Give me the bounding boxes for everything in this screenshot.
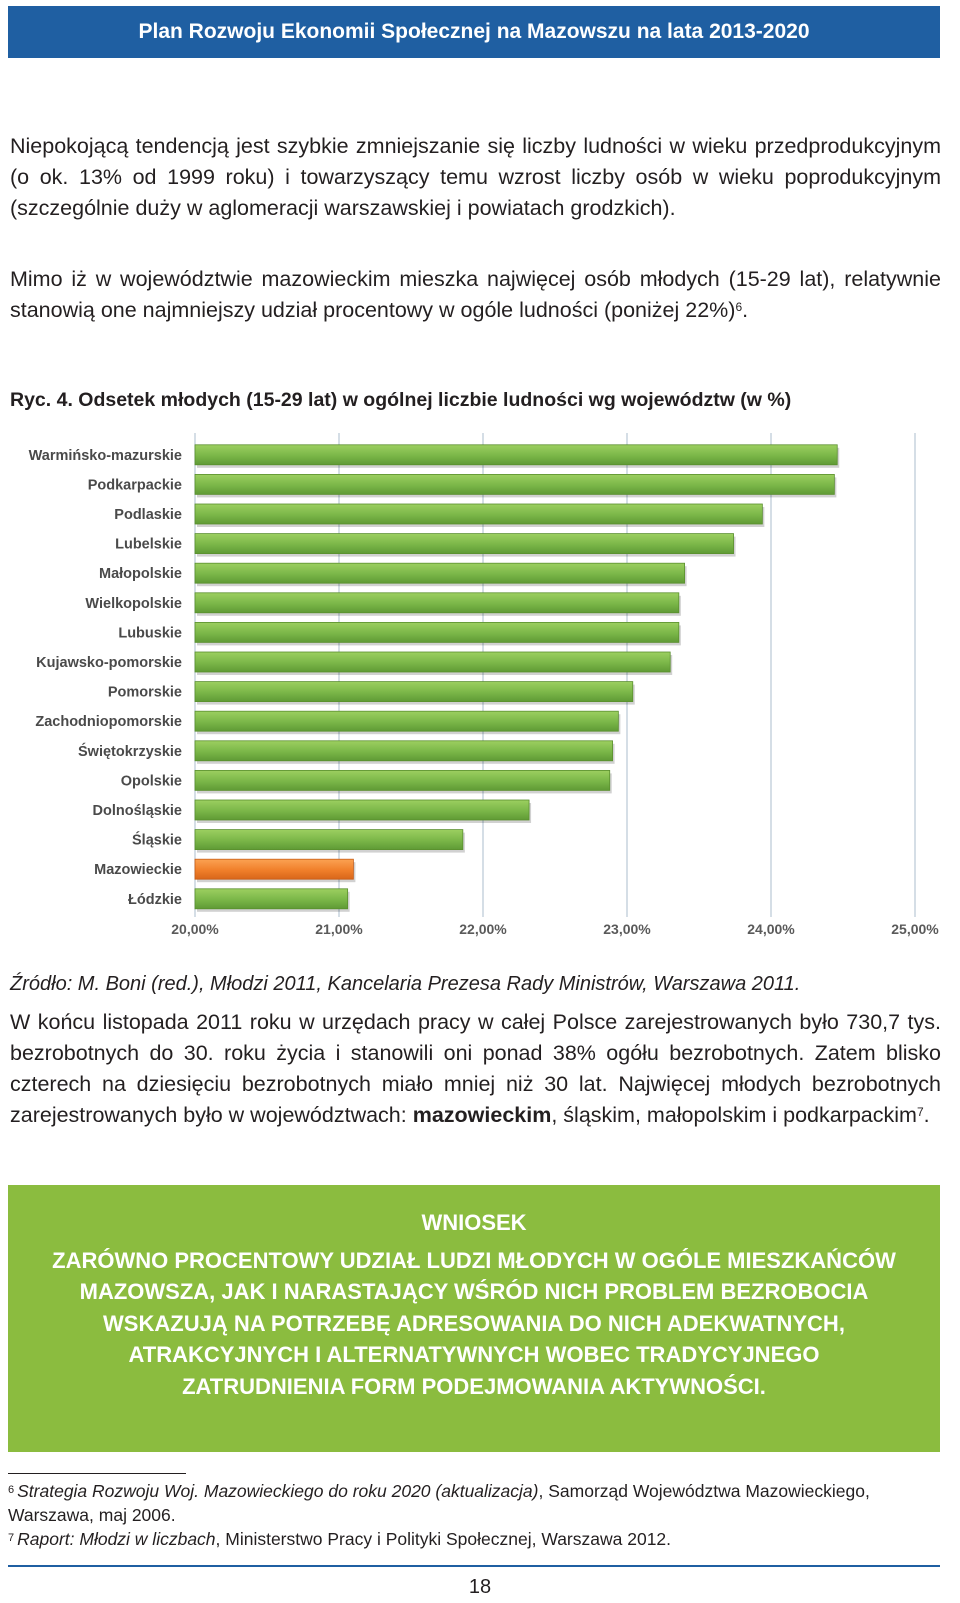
bar-wielkopolskie [194, 592, 680, 614]
bar-lubuskie [194, 621, 680, 643]
footnote-text: , Samorząd Województwa Mazowieckiego, Wa… [8, 1481, 870, 1525]
category-label: Śląskie [132, 831, 182, 849]
footnote-text: , Ministerstwo Pracy i Polityki Społeczn… [215, 1529, 672, 1549]
paragraph-3-bold: mazowieckim [412, 1103, 552, 1127]
x-tick-label: 25,00% [891, 921, 939, 937]
category-label: Lubuskie [118, 625, 182, 641]
footer-divider [8, 1565, 940, 1567]
bar-warmińsko-mazurskie [194, 444, 838, 466]
paragraph-2-text: Mimo iż w województwie mazowieckim miesz… [10, 267, 941, 322]
footnote-6: 6 Strategia Rozwoju Woj. Mazowieckiego do… [8, 1479, 940, 1527]
paragraph-3-rest: , śląskim, małopolskim i podkarpackim [551, 1103, 917, 1127]
bar-podlaskie [194, 503, 763, 525]
page-number: 18 [468, 1576, 492, 1598]
x-tick-label: 20,00% [171, 921, 219, 937]
bar-kujawsko-pomorskie [194, 651, 671, 673]
footnote-ref-7[interactable]: 7 [916, 1105, 924, 1119]
footnote-number: 7 [8, 1532, 15, 1544]
header-title: Plan Rozwoju Ekonomii Społecznej na Mazo… [138, 20, 810, 43]
category-label: Łódzkie [128, 892, 182, 908]
category-label: Warmińsko-mazurskie [29, 448, 182, 464]
bar-mazowieckie [194, 858, 354, 880]
figure-source: Źródło: M. Boni (red.), Młodzi 2011, Kan… [10, 973, 801, 995]
footnotes: 6 Strategia Rozwoju Woj. Mazowieckiego do… [8, 1479, 940, 1551]
figure-caption: Ryc. 4. Odsetek młodych (15-29 lat) w og… [10, 389, 792, 411]
bar-lubelskie [194, 533, 734, 554]
category-label: Podkarpackie [88, 477, 182, 493]
chart-category-labels: Warmińsko-mazurskie Podkarpackie Podlaskie… [29, 448, 182, 908]
bar-opolskie [194, 769, 611, 791]
category-label: Kujawsko-pomorskie [36, 655, 182, 671]
bar-podkarpackie [194, 474, 835, 495]
category-label: Podlaskie [114, 507, 182, 523]
x-tick-label: 24,00% [747, 921, 795, 937]
x-tick-label: 22,00% [459, 921, 507, 937]
category-label: Dolnośląskie [93, 803, 182, 819]
category-label: Małopolskie [99, 566, 182, 582]
category-label: Zachodniopomorskie [35, 714, 182, 730]
paragraph-3-end: . [923, 1103, 930, 1127]
paragraph-3-text: W końcu listopada 2011 roku w urzędach p… [10, 1010, 941, 1127]
category-label: Mazowieckie [94, 862, 182, 878]
conclusion-title: WNIOSEK [421, 1210, 527, 1235]
category-label: Świętokrzyskie [78, 742, 182, 760]
category-label: Lubelskie [115, 537, 182, 553]
paragraph-2: Mimo iż w województwie mazowieckim miesz… [10, 264, 941, 326]
bar-dolnośląskie [194, 799, 530, 821]
chart-x-ticks: 20,00% 21,00% 22,00% 23,00% 24,00% 25,00% [171, 921, 939, 937]
bar-łódzkie [194, 888, 349, 910]
footnote-divider [8, 1473, 186, 1474]
footnote-number: 6 [8, 1484, 15, 1496]
conclusion-body: Zarówno procentowy udział ludzi młodych … [52, 1247, 896, 1399]
bar-zachodniopomorskie [194, 710, 619, 732]
category-label: Opolskie [121, 773, 182, 789]
category-label: Pomorskie [108, 685, 182, 701]
chart-bars [194, 444, 840, 912]
footnote-ref-6[interactable]: 6 [735, 300, 743, 314]
footnote-title: Raport: Młodzi w liczbach [17, 1529, 216, 1549]
conclusion-box: WNIOSEK Zarówno procentowy udział ludzi … [8, 1185, 940, 1452]
paragraph-2-end: . [742, 298, 749, 322]
footnote-title: Strategia Rozwoju Woj. Mazowieckiego do … [17, 1481, 539, 1501]
bar-świętokrzyskie [194, 740, 614, 762]
paragraph-3: W końcu listopada 2011 roku w urzędach p… [10, 1007, 941, 1131]
bar-chart: Warmińsko-mazurskie Podkarpackie Podlaskie… [29, 433, 939, 937]
bar-śląskie [194, 829, 464, 851]
bar-pomorskie [194, 681, 634, 703]
category-label: Wielkopolskie [85, 596, 182, 612]
paragraph-1: Niepokojącą tendencją jest szybkie zmnie… [10, 134, 941, 220]
footnote-7: 7 Raport: Młodzi w liczbach, Ministerstwo… [8, 1527, 940, 1551]
x-tick-label: 23,00% [603, 921, 651, 937]
x-tick-label: 21,00% [315, 921, 363, 937]
page-header: Plan Rozwoju Ekonomii Społecznej na Mazo… [8, 6, 940, 58]
bar-małopolskie [194, 562, 686, 584]
